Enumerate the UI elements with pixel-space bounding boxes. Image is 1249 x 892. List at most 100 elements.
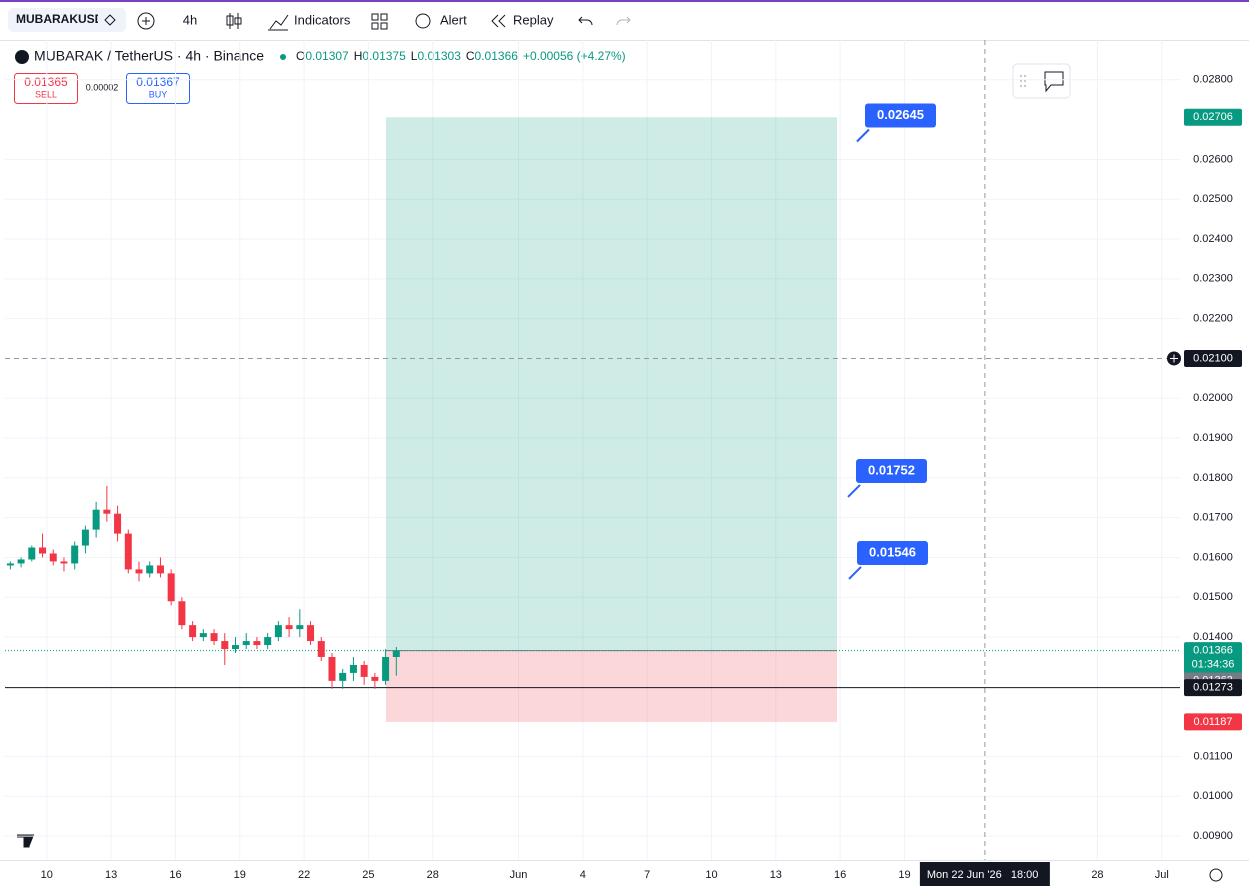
top-border <box>0 0 1249 2</box>
change: +0.00056 (+4.27%) <box>523 49 626 63</box>
drawing-toolbar <box>1012 63 1071 99</box>
candle-body <box>199 633 207 638</box>
callout-pointer <box>856 128 870 143</box>
candle-body <box>146 565 154 574</box>
candle-body <box>60 561 68 564</box>
layouts-button[interactable] <box>371 13 388 30</box>
comment-button[interactable] <box>1044 71 1064 93</box>
chart-type-button[interactable] <box>226 13 242 29</box>
indicators-button[interactable]: Indicators <box>294 12 351 27</box>
loss-zone <box>386 650 837 722</box>
stop-label: 0.01187 <box>1194 716 1233 728</box>
callout-label: 0.02645 <box>877 107 924 122</box>
replay-button[interactable]: Replay <box>513 12 554 27</box>
candle-body <box>349 664 357 673</box>
target-label: 0.02706 <box>1193 111 1233 123</box>
y-tick-label: 0.02400 <box>1193 233 1233 245</box>
candle-body <box>392 650 400 657</box>
x-tick-label: 25 <box>362 869 374 881</box>
profit-zone <box>386 117 837 651</box>
symbol-icon[interactable] <box>104 14 116 26</box>
x-tick-label: Jul <box>1155 869 1169 881</box>
ohlc: O0.01307 H0.01375 L0.01303 C0.01366 +0.00056… <box>296 49 626 63</box>
crosshair-price-label-bg <box>1184 349 1242 367</box>
y-tick-label: 0.01700 <box>1193 512 1233 524</box>
replay-icon <box>491 14 506 28</box>
callout-pointer <box>847 484 861 498</box>
candle-body <box>221 641 229 650</box>
candle-body <box>178 601 186 626</box>
low: 0.01303 <box>417 49 461 63</box>
candle-body <box>81 529 89 546</box>
market-status <box>280 54 286 60</box>
drag-handle[interactable] <box>1020 75 1026 87</box>
callout-pointer <box>848 566 862 580</box>
close: 0.01366 <box>475 49 519 63</box>
y-tick-label: 0.02600 <box>1193 153 1233 165</box>
x-tick-label: 10 <box>705 869 717 881</box>
settings-button[interactable] <box>1209 868 1223 882</box>
sell-label: SELL <box>35 89 57 99</box>
legend-title: MUBARAK / TetherUS · 4h · Binance <box>34 48 264 64</box>
tv-logo <box>17 834 35 848</box>
x-tick-label: 7 <box>644 869 650 881</box>
y-tick-label: 0.02300 <box>1193 273 1233 285</box>
alert-icon <box>415 13 431 29</box>
toolbar: MUBARAKUSDT 4h Indicators Alert Replay <box>8 8 631 32</box>
candle-body <box>264 637 272 646</box>
redo-button[interactable] <box>616 16 631 26</box>
candle-body <box>296 625 304 630</box>
x-tick-label: 16 <box>169 869 181 881</box>
spread: 0.00002 <box>86 82 119 92</box>
alert-button[interactable]: Alert <box>440 12 467 27</box>
symbol-search[interactable] <box>8 8 126 32</box>
candle-body <box>328 656 336 681</box>
candle-body <box>71 545 79 564</box>
add-icon <box>1170 354 1178 363</box>
symbol-clip: MUBARAKUSDT <box>16 12 111 26</box>
line-price-label-bg <box>1184 679 1242 697</box>
y-tick-label: 0.02000 <box>1193 392 1233 404</box>
x-tick-label: 28 <box>427 869 439 881</box>
candle-body <box>210 633 218 642</box>
interval-button[interactable]: 4h <box>183 12 197 27</box>
y-tick-label: 0.02200 <box>1193 313 1233 325</box>
sell-price: 0.01365 <box>24 75 68 89</box>
candle-body <box>371 676 379 681</box>
candle-body <box>285 625 293 630</box>
candle-body <box>317 641 325 657</box>
candle-body <box>339 672 347 681</box>
crosshair-date: Mon 22 Jun '26 <box>927 869 1002 881</box>
x-tick-label: Jun <box>510 869 528 881</box>
line-price-label: 0.01273 <box>1193 682 1233 694</box>
candle-body <box>92 509 100 530</box>
x-tick-label: 10 <box>41 869 53 881</box>
x-tick-label: 16 <box>834 869 846 881</box>
callout-box <box>857 540 928 565</box>
o-label: O <box>296 49 305 63</box>
high: 0.01375 <box>362 49 406 63</box>
callout-box <box>856 458 927 483</box>
candle-body <box>274 625 282 638</box>
candle-body <box>242 641 250 646</box>
sell-button[interactable] <box>14 73 78 104</box>
indicators-icon <box>268 14 289 31</box>
c-label: C <box>466 49 475 63</box>
x-tick-label: 22 <box>298 869 310 881</box>
callout-box <box>865 103 936 128</box>
y-tick-label: 0.00900 <box>1193 830 1233 842</box>
symbol: MUBARAKUSDT <box>16 12 111 26</box>
candle-body <box>167 573 175 602</box>
buy-button[interactable] <box>126 73 190 104</box>
candle-body <box>6 563 14 566</box>
candle-body <box>189 625 197 638</box>
candle-body <box>231 645 239 650</box>
compare-button[interactable] <box>137 12 155 30</box>
candle-body <box>124 533 132 570</box>
undo-button[interactable] <box>578 16 593 26</box>
crosshair-time-bg <box>919 862 1050 886</box>
y-tick-label: 0.01500 <box>1193 591 1233 603</box>
candle-body <box>307 625 315 642</box>
